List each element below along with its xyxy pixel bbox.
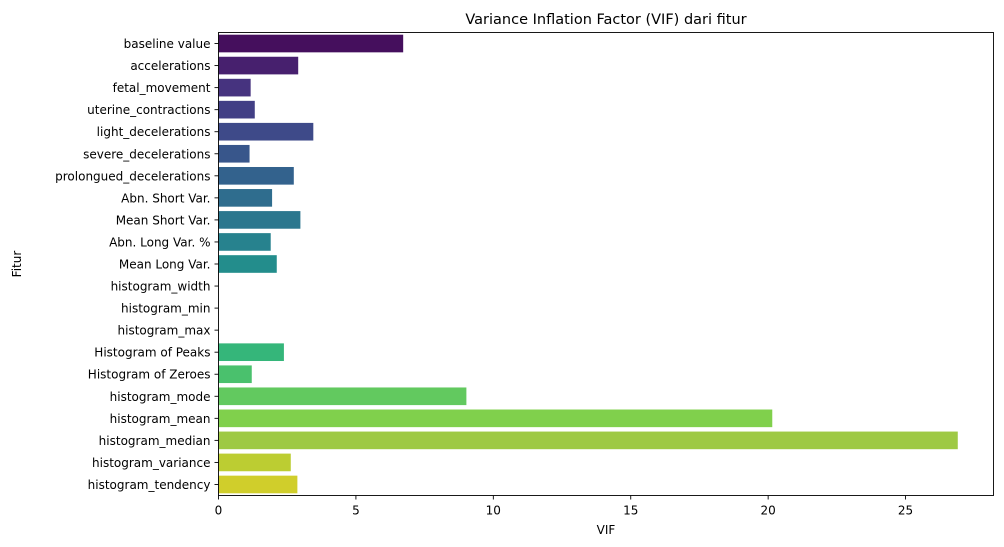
bar-2 bbox=[218, 78, 251, 97]
bar-19 bbox=[218, 453, 291, 472]
y-tick-label-0: baseline value bbox=[124, 37, 211, 51]
y-tick-label-15: Histogram of Zeroes bbox=[88, 368, 211, 382]
y-tick-label-7: Abn. Short Var. bbox=[121, 191, 210, 205]
y-axis-title: Fitur bbox=[10, 251, 24, 278]
plot-frame bbox=[218, 32, 994, 496]
y-tick-label-9: Abn. Long Var. % bbox=[109, 235, 210, 249]
y-tick-label-6: prolongued_decelerations bbox=[55, 169, 210, 183]
y-tick-label-20: histogram_tendency bbox=[88, 478, 211, 492]
y-tick-label-14: Histogram of Peaks bbox=[94, 346, 210, 360]
y-tick-label-2: fetal_movement bbox=[113, 81, 211, 95]
y-tick-label-13: histogram_max bbox=[118, 324, 211, 338]
bars-group bbox=[218, 34, 958, 494]
y-tick-label-8: Mean Short Var. bbox=[116, 213, 211, 227]
bar-3 bbox=[218, 100, 255, 119]
x-tick-label-2: 10 bbox=[486, 504, 501, 518]
bar-4 bbox=[218, 122, 314, 141]
y-tick-label-4: light_decelerations bbox=[97, 125, 211, 139]
bar-15 bbox=[218, 365, 252, 384]
bar-1 bbox=[218, 56, 299, 75]
y-axis-ticks: baseline value accelerations fetal_movemen… bbox=[55, 37, 219, 492]
y-tick-label-12: histogram_min bbox=[121, 302, 210, 316]
bar-8 bbox=[218, 211, 301, 229]
bar-5 bbox=[218, 144, 250, 163]
x-tick-label-0: 0 bbox=[215, 504, 223, 518]
bar-6 bbox=[218, 166, 294, 185]
x-axis-title: VIF bbox=[597, 523, 616, 537]
x-tick-label-1: 5 bbox=[352, 504, 360, 518]
bar-9 bbox=[218, 233, 271, 251]
y-tick-label-3: uterine_contractions bbox=[87, 103, 210, 117]
y-tick-label-19: histogram_variance bbox=[92, 456, 211, 470]
x-tick-label-5: 25 bbox=[898, 504, 913, 518]
y-tick-label-10: Mean Long Var. bbox=[119, 258, 211, 272]
y-tick-label-11: histogram_width bbox=[111, 280, 211, 294]
bar-10 bbox=[218, 255, 277, 273]
y-tick-label-1: accelerations bbox=[130, 59, 210, 73]
x-axis-ticks: 0 5 10 15 20 25 bbox=[215, 495, 913, 518]
bar-17 bbox=[218, 409, 773, 428]
x-tick-label-3: 15 bbox=[623, 504, 638, 518]
bar-14 bbox=[218, 343, 284, 362]
y-tick-label-5: severe_decelerations bbox=[83, 147, 210, 161]
bar-7 bbox=[218, 189, 273, 207]
bar-18 bbox=[218, 431, 958, 450]
y-tick-label-18: histogram_median bbox=[99, 434, 211, 448]
x-tick-label-4: 20 bbox=[761, 504, 776, 518]
bar-0 bbox=[218, 34, 404, 53]
y-tick-label-16: histogram_mode bbox=[110, 390, 211, 404]
bar-20 bbox=[218, 475, 298, 494]
y-tick-label-17: histogram_mean bbox=[110, 412, 211, 426]
chart-title: Variance Inflation Factor (VIF) dari fit… bbox=[465, 12, 746, 28]
bar-16 bbox=[218, 387, 467, 406]
